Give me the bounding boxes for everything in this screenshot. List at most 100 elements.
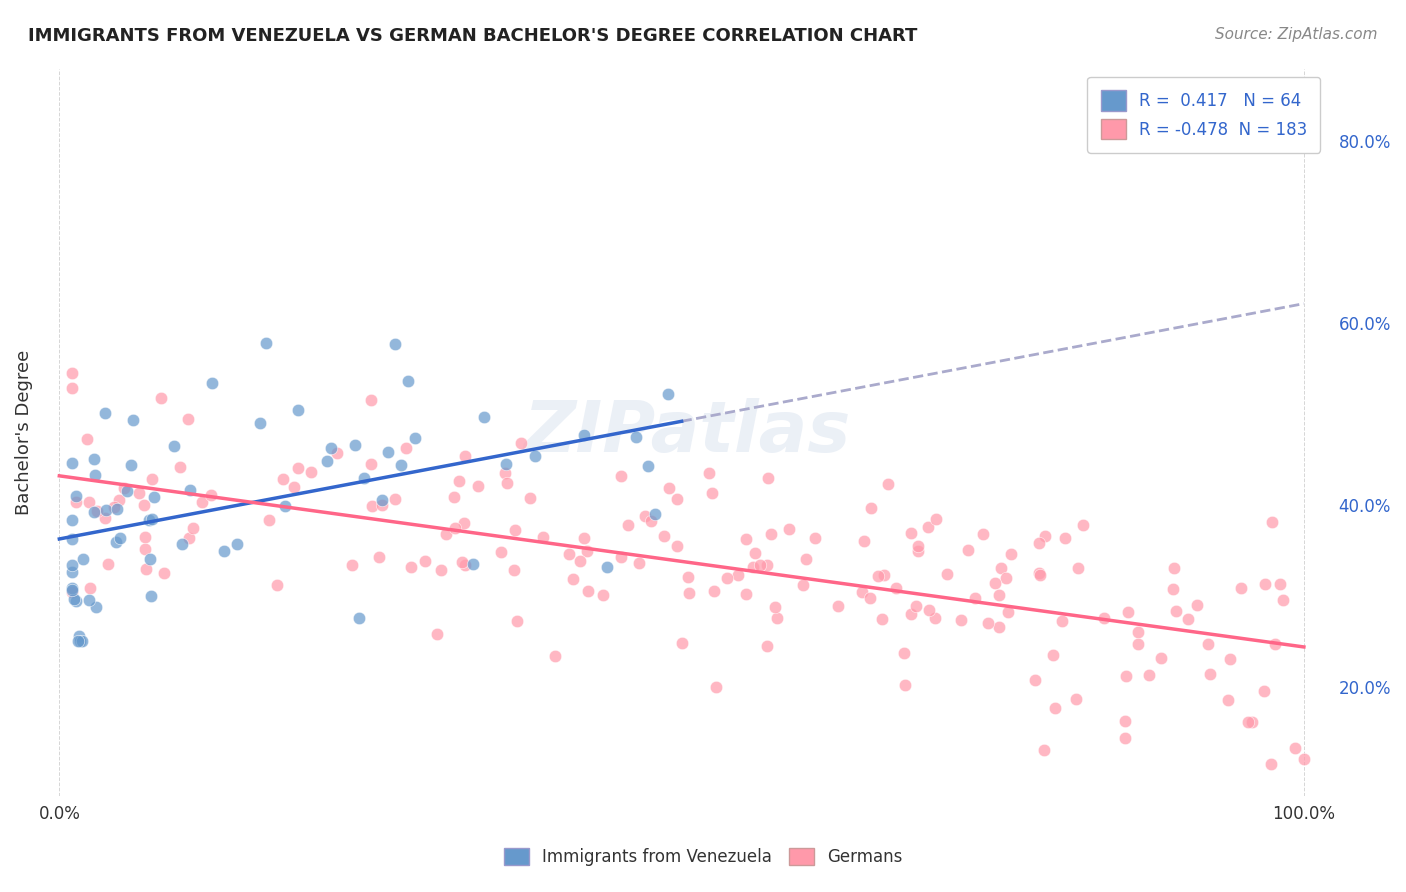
- Point: [523, 449, 546, 463]
- Point: [1218, 693, 1240, 707]
- Point: [321, 441, 343, 455]
- Point: [401, 559, 423, 574]
- Point: [997, 605, 1019, 619]
- Point: [1237, 715, 1260, 730]
- Point: [396, 374, 419, 388]
- Point: [1177, 612, 1199, 626]
- Point: [287, 461, 309, 475]
- Point: [315, 453, 337, 467]
- Point: [657, 387, 679, 401]
- Legend: Immigrants from Venezuela, Germans: Immigrants from Venezuela, Germans: [495, 840, 911, 875]
- Point: [1126, 625, 1149, 640]
- Point: [617, 518, 640, 533]
- Point: [665, 539, 688, 553]
- Point: [984, 575, 1007, 590]
- Point: [766, 610, 789, 624]
- Point: [77, 494, 100, 508]
- Point: [702, 486, 724, 500]
- Point: [652, 529, 675, 543]
- Point: [977, 616, 1000, 631]
- Point: [640, 514, 662, 528]
- Point: [1092, 610, 1115, 624]
- Point: [1054, 531, 1077, 545]
- Point: [624, 430, 647, 444]
- Point: [742, 559, 765, 574]
- Point: [1261, 515, 1284, 529]
- Point: [257, 513, 280, 527]
- Point: [67, 629, 90, 643]
- Point: [519, 491, 541, 505]
- Point: [561, 572, 583, 586]
- Point: [936, 567, 959, 582]
- Point: [170, 537, 193, 551]
- Point: [1115, 669, 1137, 683]
- Point: [859, 591, 882, 605]
- Point: [404, 431, 426, 445]
- Point: [83, 505, 105, 519]
- Point: [60, 456, 83, 470]
- Point: [108, 493, 131, 508]
- Point: [592, 588, 614, 602]
- Point: [900, 607, 922, 621]
- Point: [1116, 605, 1139, 619]
- Point: [1128, 637, 1150, 651]
- Legend: R =  0.417   N = 64, R = -0.478  N = 183: R = 0.417 N = 64, R = -0.478 N = 183: [1087, 77, 1320, 153]
- Point: [678, 569, 700, 583]
- Point: [413, 554, 436, 568]
- Point: [876, 477, 898, 491]
- Point: [994, 571, 1017, 585]
- Point: [1064, 692, 1087, 706]
- Point: [395, 441, 418, 455]
- Point: [453, 558, 475, 573]
- Point: [1024, 673, 1046, 688]
- Point: [965, 591, 987, 605]
- Point: [120, 458, 142, 472]
- Point: [135, 562, 157, 576]
- Point: [60, 581, 83, 595]
- Point: [65, 489, 87, 503]
- Point: [1045, 701, 1067, 715]
- Point: [249, 416, 271, 430]
- Point: [104, 534, 127, 549]
- Point: [326, 446, 349, 460]
- Point: [60, 366, 83, 380]
- Point: [139, 551, 162, 566]
- Point: [1033, 529, 1056, 543]
- Point: [344, 438, 367, 452]
- Point: [287, 403, 309, 417]
- Point: [1270, 577, 1292, 591]
- Point: [572, 531, 595, 545]
- Point: [105, 501, 128, 516]
- Point: [1071, 517, 1094, 532]
- Point: [778, 522, 800, 536]
- Point: [117, 483, 139, 498]
- Point: [449, 475, 471, 489]
- Point: [371, 492, 394, 507]
- Point: [149, 391, 172, 405]
- Point: [1050, 614, 1073, 628]
- Point: [893, 646, 915, 660]
- Point: [94, 511, 117, 525]
- Point: [1033, 743, 1056, 757]
- Point: [141, 472, 163, 486]
- Point: [360, 458, 382, 472]
- Point: [76, 432, 98, 446]
- Point: [340, 558, 363, 572]
- Point: [744, 546, 766, 560]
- Point: [60, 381, 83, 395]
- Point: [360, 499, 382, 513]
- Point: [851, 585, 873, 599]
- Point: [181, 521, 204, 535]
- Point: [1230, 582, 1253, 596]
- Point: [86, 504, 108, 518]
- Point: [360, 392, 382, 407]
- Text: Source: ZipAtlas.com: Source: ZipAtlas.com: [1215, 27, 1378, 42]
- Point: [763, 599, 786, 614]
- Point: [299, 465, 322, 479]
- Point: [391, 458, 413, 472]
- Point: [794, 552, 817, 566]
- Point: [748, 558, 770, 572]
- Point: [134, 541, 156, 556]
- Point: [454, 449, 477, 463]
- Point: [79, 581, 101, 595]
